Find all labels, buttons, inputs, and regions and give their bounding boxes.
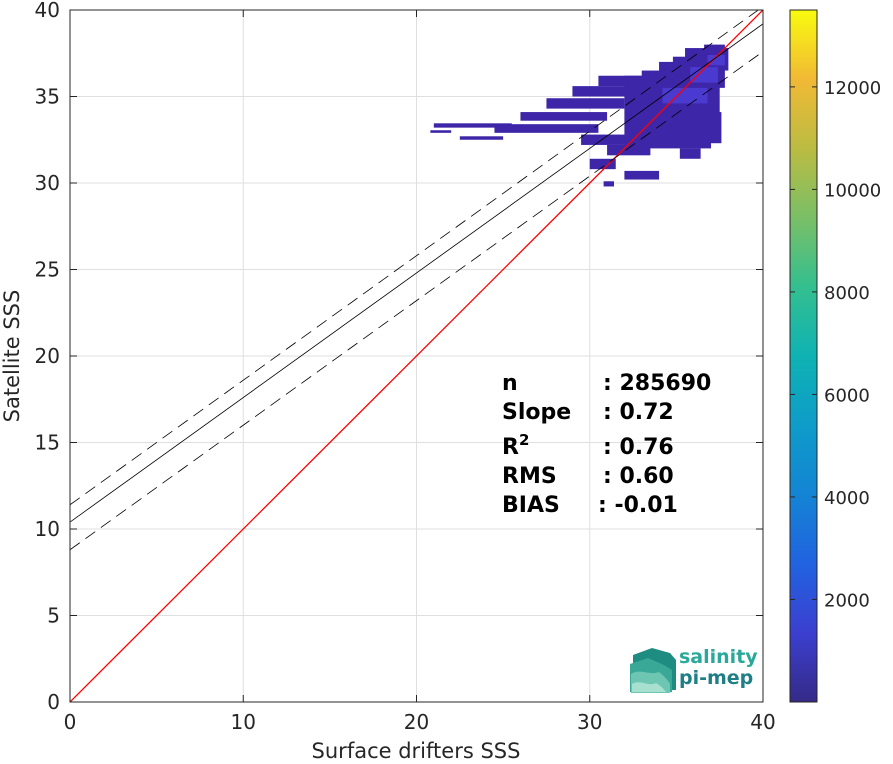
stat-label-1: Slope [502,400,571,425]
x-tick-label-4: 40 [750,710,775,734]
logo-text-line2: pi-mep [679,667,753,689]
y-tick-label-8: 40 [35,0,60,22]
density-cell-10 [589,158,616,170]
density-core-0 [662,87,708,104]
y-tick-label-3: 15 [35,431,60,455]
density-cell-9 [607,144,651,156]
stat-value-4: : -0.01 [598,493,678,518]
regression-line [70,23,763,523]
y-tick-label-1: 5 [47,604,60,628]
y-tick-label-2: 10 [35,517,60,541]
regression-minus-std-line [70,51,763,551]
fit-lines [70,10,763,702]
density-cell-18 [672,56,694,66]
stat-label-4: BIAS [502,493,560,518]
colorbar-tick-label-4: 10000 [824,180,881,201]
colorbar-frame [789,9,818,703]
y-tick-label-5: 25 [35,258,60,282]
y-tick-label-6: 30 [35,171,60,195]
y-tick-label-4: 20 [35,344,60,368]
y-ticks: 0 5 10 15 20 25 30 35 40 [35,0,763,714]
density-cell-7 [598,75,642,87]
x-tick-label-3: 30 [577,710,602,734]
density-cell-6 [572,86,634,97]
colorbar-tick-label-0: 2000 [824,590,870,611]
x-tick-label-2: 20 [404,710,429,734]
density-cell-2 [459,136,504,140]
stat-value-1: : 0.72 [603,400,674,425]
salinity-pi-mep-logo: salinity pi-mep [630,646,758,693]
density-cell-11 [624,170,660,180]
density-core-2 [707,54,725,66]
density-cell-8 [581,134,642,145]
density-cell-0 [433,123,512,128]
colorbar-tick-label-2: 6000 [824,385,870,406]
y-tick-label-7: 35 [35,85,60,109]
density-cell-1 [494,124,599,133]
x-tick-label-0: 0 [64,710,77,734]
stat-label-3: RMS [502,464,557,489]
y-tick-label-0: 0 [47,690,60,714]
colorbar-tick-label-5: 12000 [824,78,881,99]
wave-logo-icon [630,648,676,693]
stat-value-0: : 285690 [603,371,711,396]
colorbar [790,10,817,702]
stat-label-0: n [502,371,518,396]
regression-plus-std-line [70,10,759,506]
y-axis-label: Satellite SSS [0,290,24,423]
stat-value-3: : 0.60 [603,464,674,489]
logo-text-line1: salinity [679,646,758,668]
colorbar-ticks: 2000 4000 6000 8000 10000 12000 [790,78,881,611]
x-axis-label: Surface drifters SSS [312,739,521,763]
colorbar-tick-label-1: 4000 [824,488,870,509]
x-ticks: 0 10 20 30 40 [64,10,776,734]
density-cell-12 [603,181,615,187]
density-cell-20 [679,148,701,159]
density-cell-4 [520,112,608,121]
stat-value-2: : 0.76 [603,435,674,460]
colorbar-tick-label-3: 8000 [824,283,870,304]
identity-line [70,10,763,702]
x-tick-label-1: 10 [231,710,256,734]
density-cell-3 [430,130,452,133]
density-cell-5 [546,98,625,109]
